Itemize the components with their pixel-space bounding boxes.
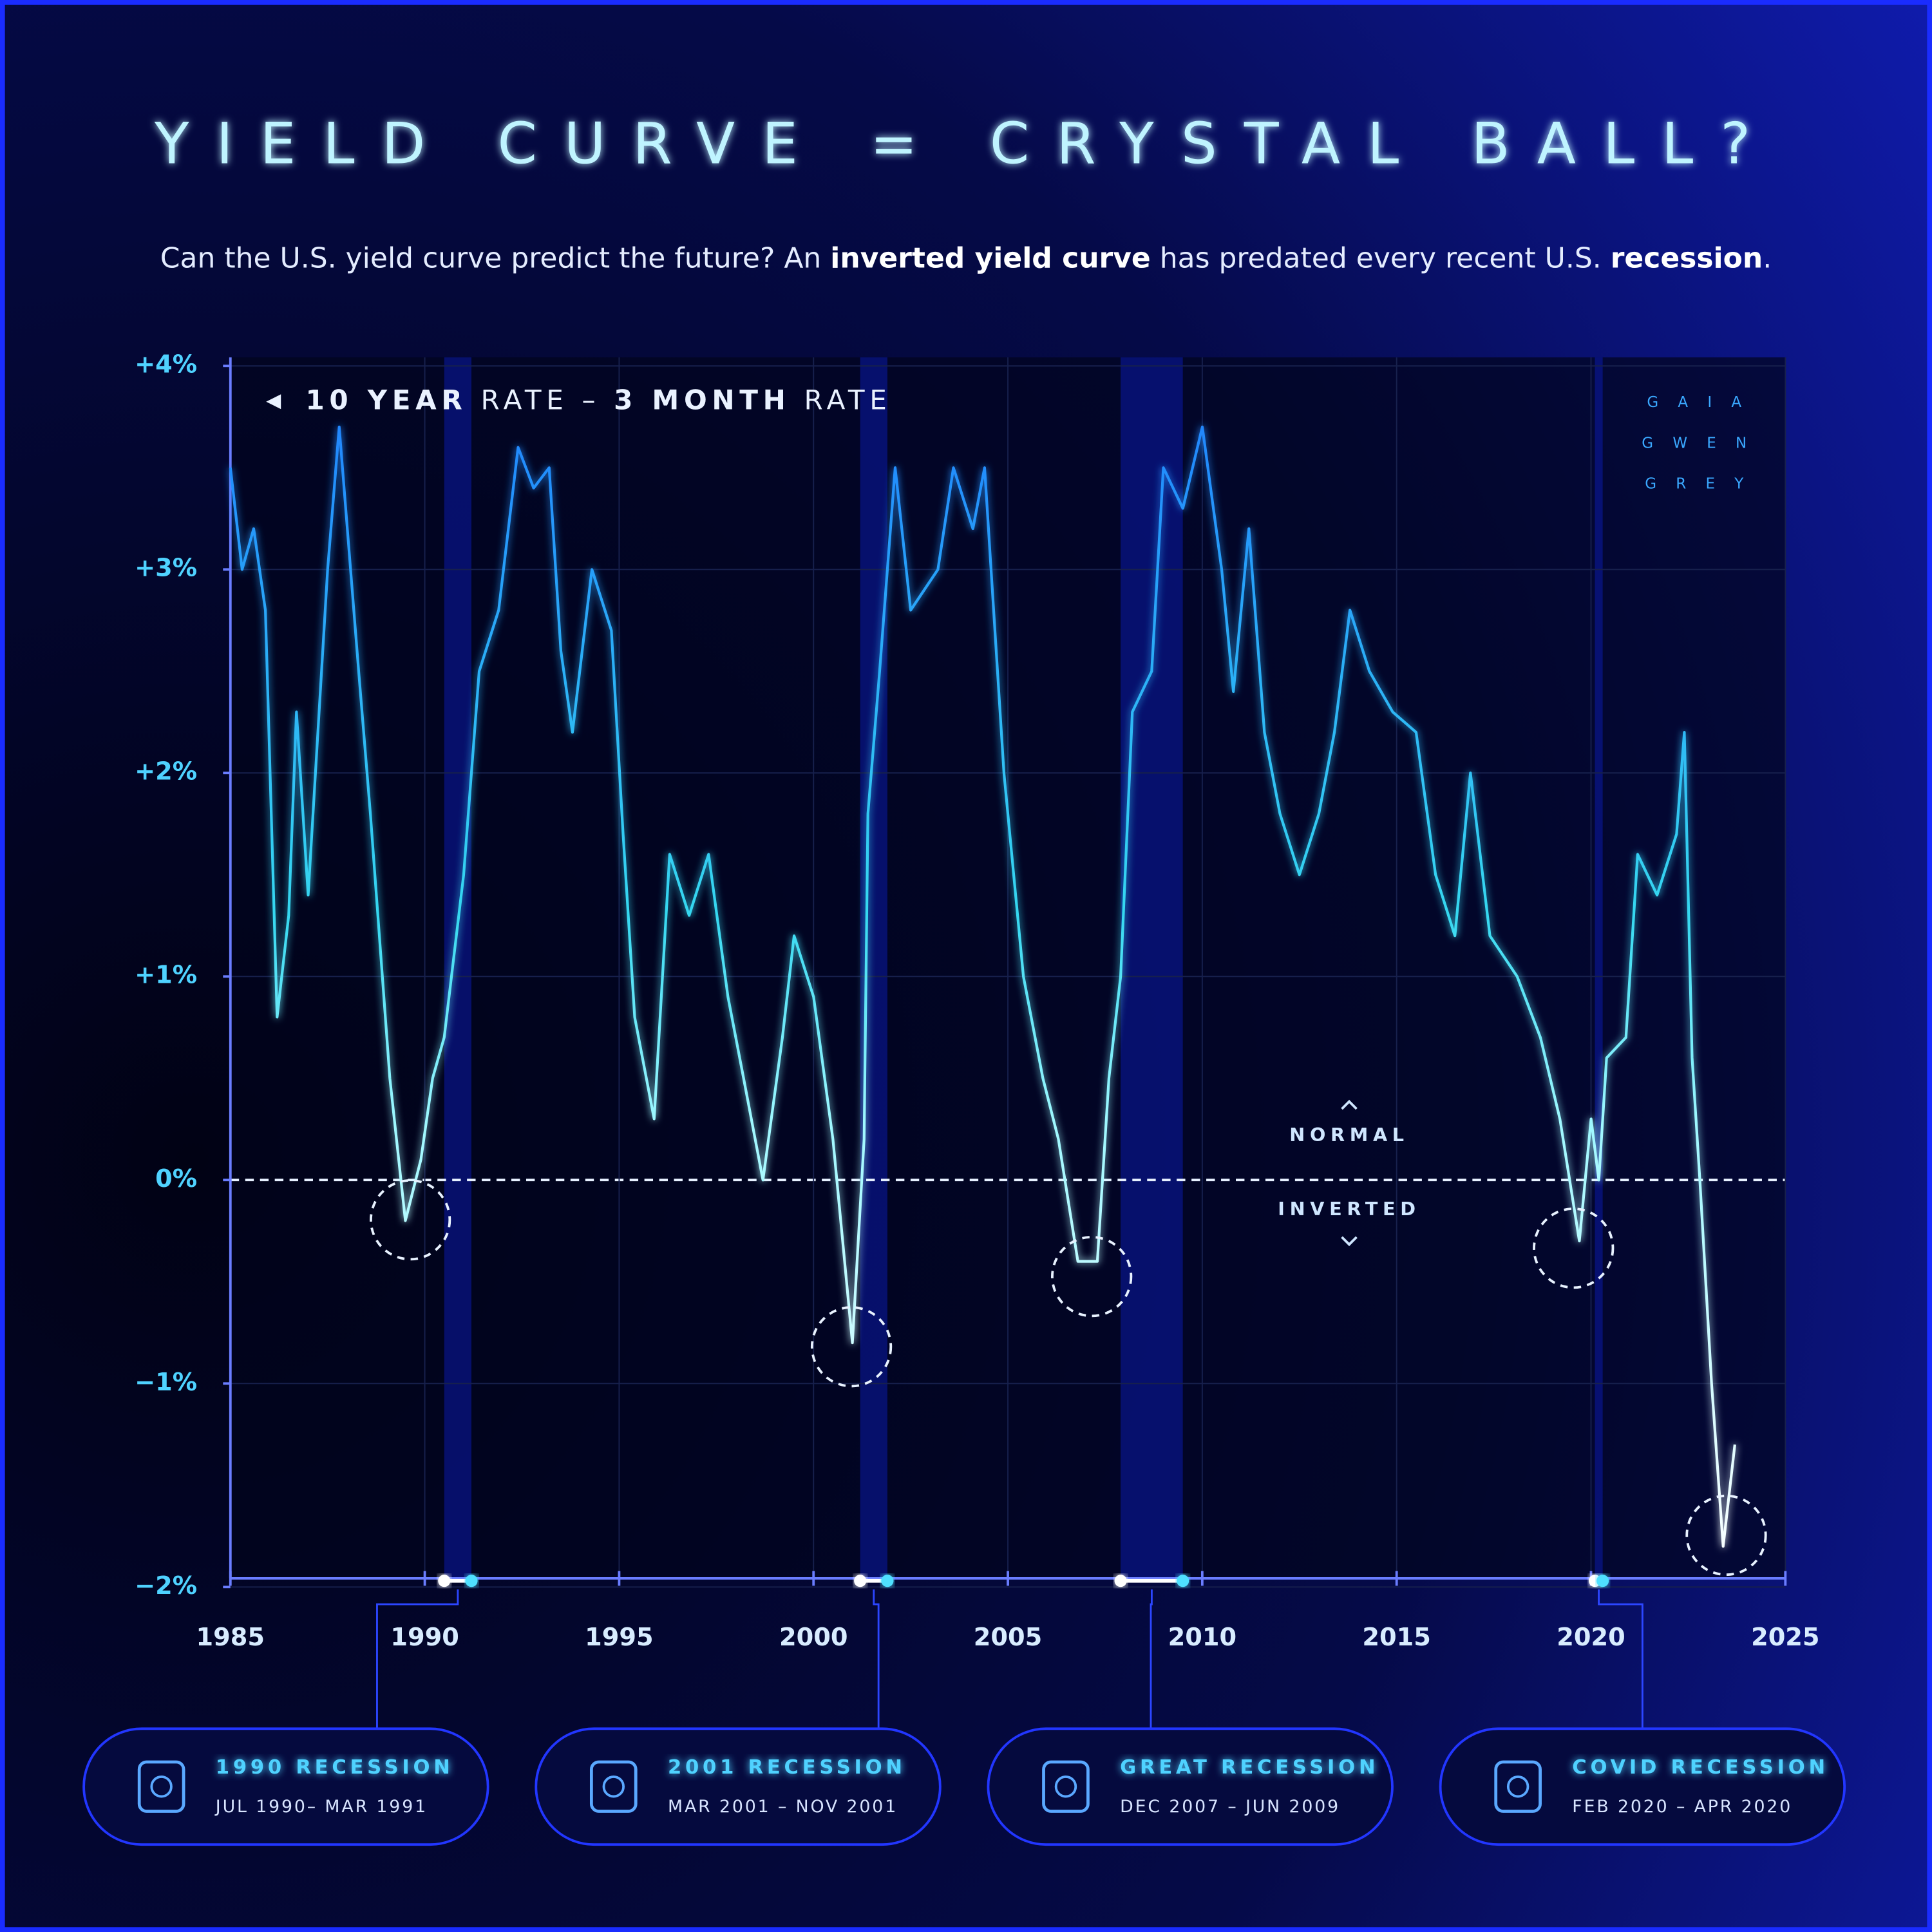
recession-band: [1595, 357, 1603, 1578]
recession-card: [987, 1727, 1394, 1846]
callout: [1685, 1494, 1767, 1577]
logo-text: G W E N: [1642, 435, 1754, 451]
card-icon: [1042, 1760, 1090, 1813]
recession-card: [1439, 1727, 1846, 1846]
x-tick-label: 1995: [585, 1623, 653, 1652]
connector: [873, 1589, 880, 1729]
callout: [1051, 1236, 1133, 1318]
recession-dates: JUL 1990– MAR 1991: [214, 1797, 428, 1817]
y-tick-label: +3%: [135, 554, 197, 583]
recession-start: [1114, 1575, 1127, 1587]
series-label-part: 10 YEAR: [305, 384, 467, 415]
connector: [376, 1589, 459, 1729]
recession-end: [1177, 1575, 1189, 1587]
recession-card: [535, 1727, 942, 1846]
y-tick-label: −2%: [135, 1571, 197, 1600]
recession-band: [860, 357, 887, 1578]
connector: [1598, 1589, 1643, 1729]
recession-dates: FEB 2020 – APR 2020: [1572, 1797, 1792, 1817]
recession-card: [82, 1727, 489, 1846]
x-tick-label: 2020: [1557, 1623, 1625, 1652]
subtitle: Can the U.S. yield curve predict the fut…: [160, 242, 1772, 275]
recession-title: COVID RECESSION: [1572, 1756, 1829, 1779]
recession-title: 1990 RECESSION: [216, 1756, 454, 1779]
recession-band: [444, 357, 472, 1578]
arrow-up: [1341, 1099, 1358, 1110]
recession-title: GREAT RECESSION: [1120, 1756, 1379, 1779]
callout: [810, 1306, 893, 1388]
logo-text: G R E Y: [1645, 475, 1750, 492]
arrow: [266, 394, 281, 410]
yield-spread-line: [229, 425, 1736, 1548]
subtitle-part: recession: [1611, 242, 1763, 275]
card-icon-dot: [1054, 1776, 1077, 1798]
recession-dates: MAR 2001 – NOV 2001: [668, 1797, 898, 1817]
x-tick-label: 1990: [390, 1623, 459, 1652]
y-tick-label: +1%: [135, 961, 197, 990]
recession-end: [1596, 1575, 1609, 1587]
x-tick-label: 2015: [1362, 1623, 1430, 1652]
x-tick-label: 2005: [974, 1623, 1042, 1652]
series-label: 10 YEAR RATE – 3 MONTH RATE: [305, 384, 891, 415]
callout: [369, 1179, 451, 1261]
card-icon: [589, 1760, 638, 1813]
inverted-label: INVERTED: [1278, 1198, 1421, 1220]
subtitle-part: inverted yield curve: [830, 242, 1150, 275]
recession-title: 2001 RECESSION: [668, 1756, 906, 1779]
card-icon: [137, 1760, 185, 1813]
y-tick-label: +4%: [135, 350, 197, 379]
card-icon-dot: [1506, 1776, 1530, 1798]
arrow-down: [1341, 1236, 1358, 1247]
logo-text: G A I A: [1647, 394, 1748, 411]
normal-label: NORMAL: [1289, 1124, 1408, 1146]
x-tick-label: 2025: [1751, 1623, 1819, 1652]
recession-start: [854, 1575, 867, 1587]
callouts: [369, 1179, 1767, 1577]
y-tick-label: 0%: [155, 1164, 197, 1193]
recession-start: [438, 1575, 451, 1587]
recession-end: [465, 1575, 478, 1587]
card-icon: [1494, 1760, 1542, 1813]
recession-end: [881, 1575, 894, 1587]
recession-dates: DEC 2007 – JUN 2009: [1120, 1797, 1340, 1817]
callout: [1533, 1208, 1615, 1289]
subtitle-part: .: [1763, 242, 1772, 275]
subtitle-part: has predated every recent U.S.: [1151, 242, 1611, 275]
series-label-part: RATE: [790, 384, 891, 415]
chart-title: YIELD CURVE = CRYSTAL BALL?: [154, 111, 1777, 177]
recession-band: [1121, 357, 1183, 1578]
series-label-part: RATE –: [467, 384, 614, 415]
y-tick-label: +2%: [135, 757, 197, 786]
card-icon-dot: [602, 1776, 625, 1798]
x-tick-label: 2010: [1168, 1623, 1236, 1652]
x-tick-label: 1985: [196, 1623, 265, 1652]
y-tick-label: −1%: [135, 1368, 197, 1397]
series-label-part: 3 MONTH: [614, 384, 790, 415]
x-tick-label: 2000: [779, 1623, 848, 1652]
subtitle-part: Can the U.S. yield curve predict the fut…: [160, 242, 831, 275]
card-icon-dot: [150, 1776, 173, 1798]
